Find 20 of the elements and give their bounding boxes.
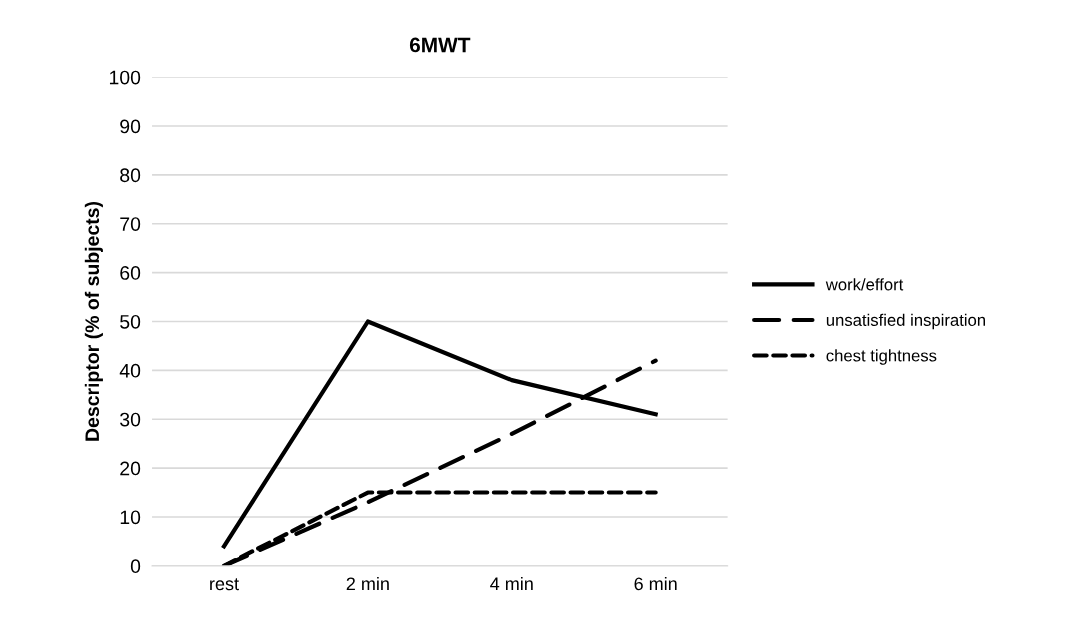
y-tick-label: 70 <box>120 217 141 231</box>
y-tick-label: 50 <box>120 314 141 329</box>
y-tick-label: 10 <box>120 510 141 525</box>
y-tick-label: 20 <box>120 461 141 476</box>
y-tick-label: 60 <box>120 266 141 280</box>
legend-label: unsatisfied inspiration <box>826 313 985 330</box>
y-axis-title: Descriptor (% of subjects) <box>84 201 103 441</box>
chart-title: 6MWT <box>409 37 471 53</box>
x-tick-label: 4 min <box>490 576 533 591</box>
x-tick-label: rest <box>210 578 239 591</box>
y-tick-label: 90 <box>120 119 141 134</box>
y-tick-label: 100 <box>109 70 141 85</box>
x-tick-label: 2 min <box>346 576 389 591</box>
legend-label: work/effort <box>825 278 904 291</box>
y-tick-label: 30 <box>120 412 141 427</box>
x-tick-label: 6 min <box>634 576 677 591</box>
y-tick-label: 80 <box>120 168 141 183</box>
legend-label: chest tightness <box>826 349 937 365</box>
y-tick-label: 0 <box>130 559 141 574</box>
y-tick-label: 40 <box>119 363 141 378</box>
